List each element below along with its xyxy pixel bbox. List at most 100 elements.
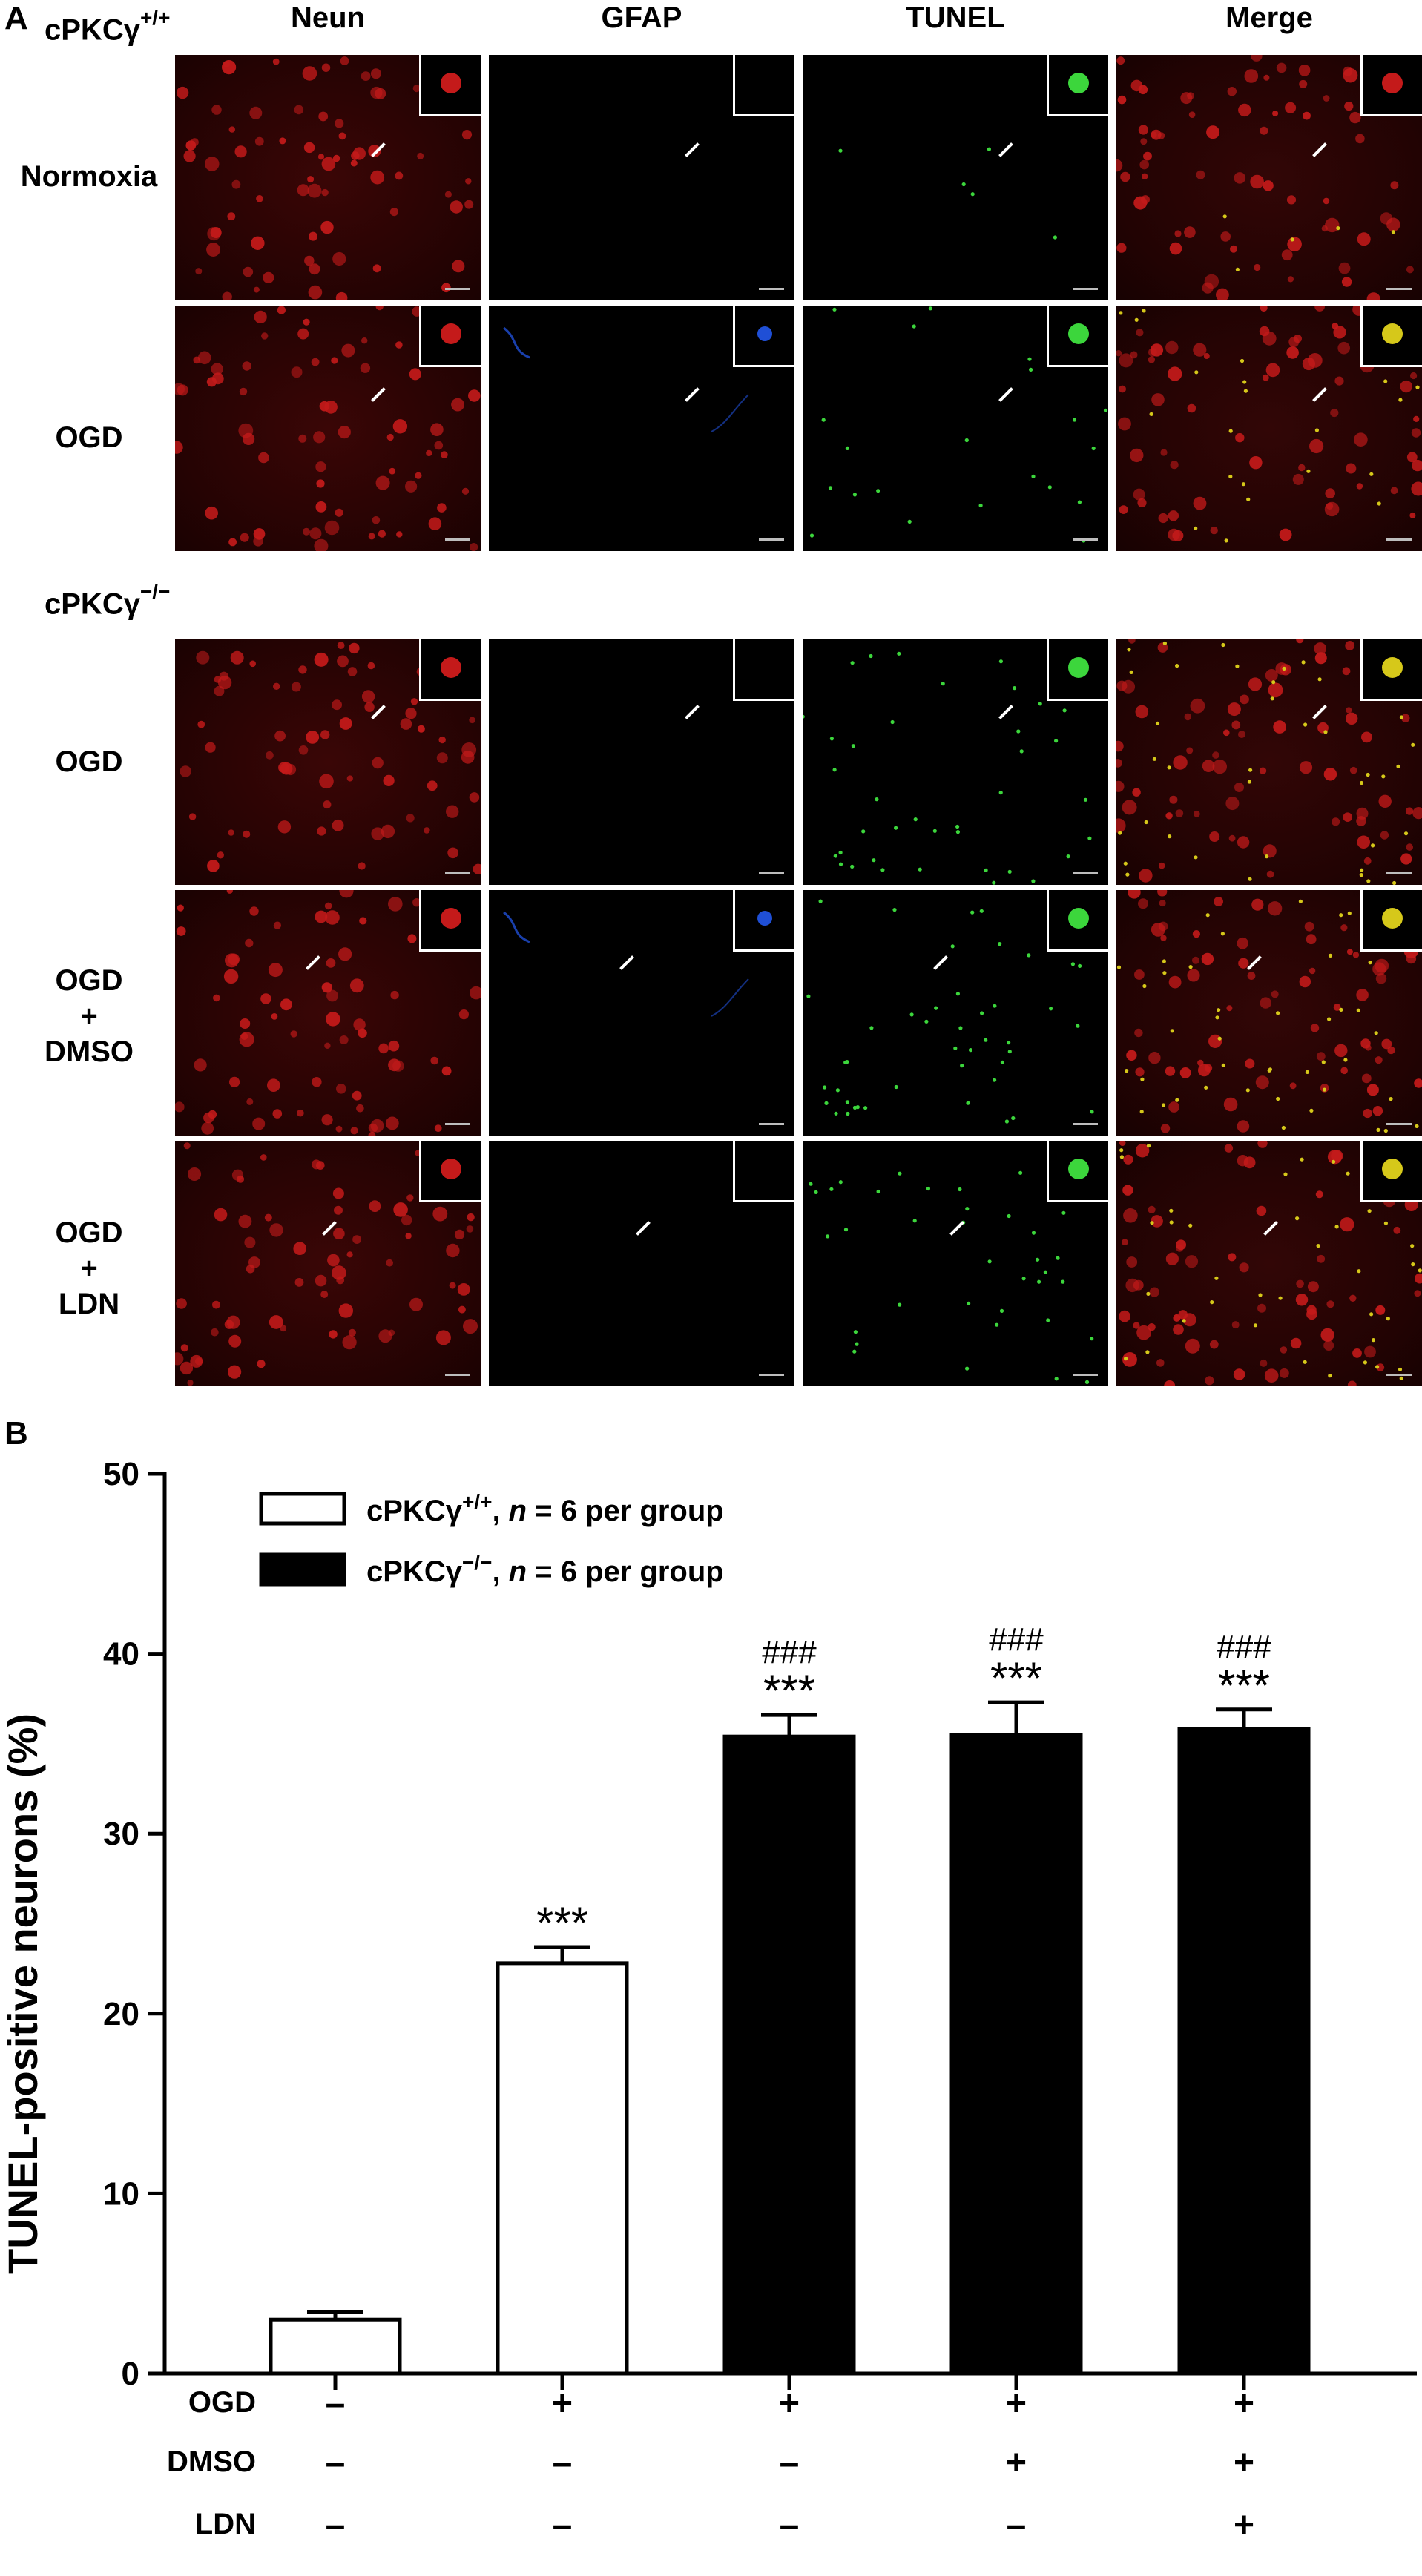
treatment-cell: – xyxy=(780,2506,800,2545)
y-axis-label: TUNEL-positive neurons (%) xyxy=(0,1713,46,2274)
chart-error-bars xyxy=(307,1700,1272,2320)
treatment-cell: – xyxy=(553,2506,573,2545)
y-tick-label: 20 xyxy=(103,1996,139,2032)
magnified-inset xyxy=(419,306,481,367)
chart-bars xyxy=(269,1727,1311,2376)
bar xyxy=(1177,1727,1311,2376)
scale-bar xyxy=(1386,1374,1412,1376)
micrograph-tunel xyxy=(803,1141,1108,1386)
magnified-inset xyxy=(1047,639,1108,701)
treatment-cell: + xyxy=(552,2384,573,2423)
annotation-stars: *** xyxy=(536,1898,588,1948)
scale-bar xyxy=(759,288,784,290)
treatment-cell: – xyxy=(326,2506,346,2545)
magnified-inset xyxy=(1360,55,1422,116)
treatment-cell: + xyxy=(1234,2384,1254,2423)
row-label-ogd-wt: OGD xyxy=(7,420,171,455)
micrograph-tunel xyxy=(803,55,1108,300)
column-header-neun: Neun xyxy=(291,1,365,34)
scale-bar xyxy=(759,1374,784,1376)
legend-ko-rest: = 6 per group xyxy=(527,1555,724,1588)
legend-wt-n: n xyxy=(509,1495,527,1527)
row-label-line: Normoxia xyxy=(20,160,158,193)
magnified-inset xyxy=(733,890,794,952)
scale-bar xyxy=(445,1123,470,1125)
treatment-row-label: LDN xyxy=(195,2508,256,2540)
genotype-ko-sup: −/− xyxy=(139,580,171,603)
y-tick-label: 10 xyxy=(103,2175,139,2212)
bar xyxy=(722,1734,856,2376)
micrograph-tunel xyxy=(803,306,1108,551)
genotype-wt-label: cPKCγ+/+ xyxy=(45,6,170,47)
micrograph-neun xyxy=(175,55,481,300)
legend-ko-sup: −/− xyxy=(462,1551,492,1574)
annotation-hash: ### xyxy=(762,1634,817,1670)
magnified-inset xyxy=(733,306,794,367)
annotation-hash: ### xyxy=(1217,1629,1271,1665)
micrograph-neun xyxy=(175,639,481,885)
row-label-line: OGD xyxy=(55,421,123,454)
treatment-table: OGD – + + + + DMSO – – – + + LDN – – – – + xyxy=(167,2384,1254,2545)
scale-bar xyxy=(759,872,784,874)
micrograph-neun xyxy=(175,1141,481,1386)
scale-bar xyxy=(1386,1123,1412,1125)
micrograph-neun xyxy=(175,890,481,1136)
column-header-gfap: GFAP xyxy=(601,1,682,34)
micrograph-tunel xyxy=(803,890,1108,1136)
row-label-ogd-ko: OGD xyxy=(7,744,171,780)
magnified-inset xyxy=(419,1141,481,1202)
row-label-line: + xyxy=(80,1000,98,1032)
chart-annotations: ***###***###***###*** xyxy=(536,1621,1271,1948)
magnified-inset xyxy=(1047,1141,1108,1202)
row-label-line: DMSO xyxy=(45,1035,134,1068)
magnified-inset xyxy=(1047,55,1108,116)
micrograph-gfap xyxy=(489,890,794,1136)
scale-bar xyxy=(445,538,470,541)
treatment-row-label: OGD xyxy=(188,2386,256,2419)
treatment-cell: – xyxy=(326,2384,346,2423)
bar xyxy=(949,1733,1083,2376)
scale-bar xyxy=(1386,538,1412,541)
y-tick-label: 0 xyxy=(122,2356,139,2392)
genotype-wt-sup: +/+ xyxy=(139,6,171,29)
treatment-cell: + xyxy=(1234,2506,1254,2545)
magnified-inset xyxy=(733,1141,794,1202)
treatment-cell: – xyxy=(553,2443,573,2483)
magnified-inset xyxy=(1047,890,1108,952)
treatment-cell: + xyxy=(1234,2443,1254,2483)
scale-bar xyxy=(1073,1123,1098,1125)
legend-entry-wt: cPKCγ+/+, n = 6 per group xyxy=(366,1490,724,1527)
magnified-inset xyxy=(1360,306,1422,367)
row-label-line: + xyxy=(80,1252,98,1285)
scale-bar xyxy=(759,538,784,541)
legend-swatch-ko xyxy=(259,1552,346,1587)
legend-entry-ko: cPKCγ−/−, n = 6 per group xyxy=(366,1551,724,1588)
magnified-inset xyxy=(419,890,481,952)
genotype-wt-base: cPKCγ xyxy=(45,13,140,47)
scale-bar xyxy=(445,872,470,874)
scale-bar xyxy=(1386,288,1412,290)
micrograph-merge xyxy=(1116,1141,1422,1386)
micrograph-gfap xyxy=(489,306,794,551)
legend-wt-base: cPKCγ xyxy=(366,1495,463,1527)
column-header-merge: Merge xyxy=(1225,1,1313,34)
scale-bar xyxy=(759,1123,784,1125)
magnified-inset xyxy=(419,639,481,701)
micrograph-gfap xyxy=(489,55,794,300)
treatment-cell: + xyxy=(779,2384,800,2423)
scale-bar xyxy=(445,1374,470,1376)
scale-bar xyxy=(445,288,470,290)
row-label-normoxia: Normoxia xyxy=(7,159,171,194)
legend-wt-sup: +/+ xyxy=(462,1490,492,1513)
scale-bar xyxy=(1073,538,1098,541)
annotation-stars: *** xyxy=(1218,1661,1270,1710)
column-header-tunel: TUNEL xyxy=(906,1,1005,34)
annotation-hash: ### xyxy=(989,1621,1044,1658)
scale-bar xyxy=(1073,1374,1098,1376)
row-label-ogd-dmso: OGD + DMSO xyxy=(7,963,171,1070)
micrograph-gfap xyxy=(489,639,794,885)
magnified-inset xyxy=(1047,306,1108,367)
micrograph-merge xyxy=(1116,55,1422,300)
annotation-stars: *** xyxy=(990,1653,1042,1703)
y-tick-label: 30 xyxy=(103,1816,139,1852)
